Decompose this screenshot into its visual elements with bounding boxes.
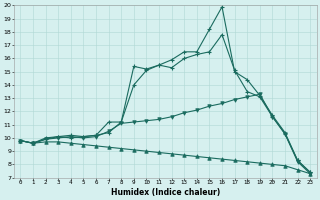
X-axis label: Humidex (Indice chaleur): Humidex (Indice chaleur) [111,188,220,197]
